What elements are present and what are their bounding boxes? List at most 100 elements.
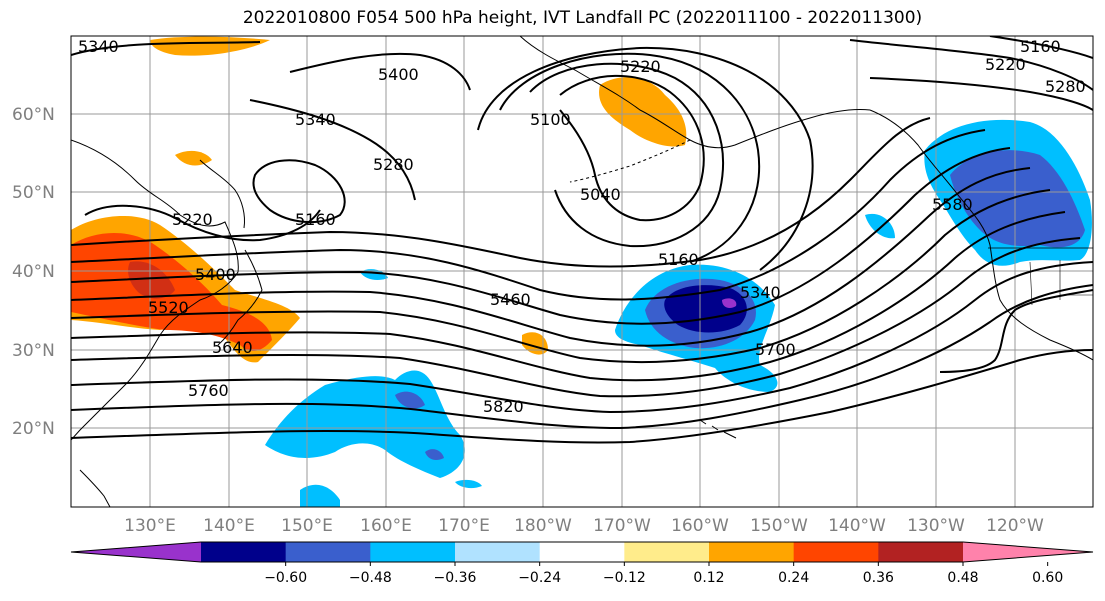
ivt-negative-patch-small-east — [455, 479, 482, 489]
ivt-negative-patch-south-small — [425, 449, 444, 460]
lon-label: 130°W — [907, 516, 965, 536]
lon-label: 150°E — [281, 516, 333, 536]
coastline-north-america — [869, 109, 1093, 361]
colorbar-tick-label: 0.12 — [693, 570, 724, 586]
contour-line-1 — [71, 41, 261, 56]
colorbar-tick-label: −0.24 — [518, 570, 561, 586]
colorbar-segment — [455, 542, 541, 562]
contour-line-20 — [849, 39, 1093, 91]
latitude-labels: 60°N 50°N 40°N 30°N 20°N — [12, 105, 55, 439]
colorbar-tick-label: 0.36 — [863, 570, 894, 586]
contour-line-4 — [84, 204, 321, 242]
lon-label: 150°W — [750, 516, 808, 536]
colorbar-outline — [70, 541, 1094, 563]
colorbar-segment — [285, 542, 371, 562]
ivt-negative-patch-south-bottom — [300, 484, 340, 507]
coastline-philippines — [79, 469, 111, 507]
longitude-labels: 130°E 140°E 150°E 160°E 170°E 180°W 170°… — [124, 516, 1044, 536]
contour-label: 5640 — [212, 338, 253, 357]
map-title: 2022010800 F054 500 hPa height, IVT Land… — [242, 8, 923, 28]
ivt-positive-patch-north — [150, 36, 270, 56]
contour-line-8 — [499, 52, 761, 263]
contour-label: 5460 — [490, 290, 531, 309]
colorbar-tick-label: 0.48 — [947, 570, 978, 586]
contour-label: 5160 — [295, 210, 336, 229]
contour-label: 5280 — [1045, 77, 1086, 96]
lon-label: 120°W — [986, 516, 1044, 536]
contour-label: 5580 — [932, 195, 973, 214]
colorbar-extend-min — [71, 542, 201, 562]
contour-line-5 — [252, 159, 346, 224]
colorbar-segment — [201, 542, 287, 562]
lon-label: 180°W — [514, 516, 572, 536]
colorbar — [70, 541, 1094, 563]
lon-label: 160°E — [360, 516, 412, 536]
coastline-kamchatka — [199, 159, 245, 229]
contour-line-2 — [289, 52, 471, 91]
ivt-positive-patch-kamchatka — [175, 150, 212, 166]
ivt-negative-patch-gulf — [865, 213, 895, 239]
ivt-negative-mid-north-america — [950, 150, 1085, 248]
contour-label: 5520 — [148, 298, 189, 317]
contour-line-12 — [71, 147, 1011, 325]
contour-line-6 — [559, 74, 705, 222]
colorbar-tick-label: −0.12 — [603, 570, 646, 586]
contour-line-17 — [71, 261, 1093, 414]
lat-label: 30°N — [12, 341, 55, 361]
contour-label: 5220 — [172, 210, 213, 229]
lat-label: 50°N — [12, 183, 55, 203]
colorbar-tick-label: 0.60 — [1032, 570, 1063, 586]
contour-line-11 — [71, 129, 986, 301]
colorbar-segment — [539, 542, 625, 562]
graticule — [71, 36, 1093, 507]
coastline-aleutians — [569, 139, 691, 183]
contour-line-16 — [71, 237, 1081, 398]
lat-label: 60°N — [12, 105, 55, 125]
lon-label: 140°E — [203, 516, 255, 536]
ivt-shading — [71, 36, 1092, 507]
contour-label: 5340 — [740, 283, 781, 302]
contour-label: 5340 — [78, 37, 119, 56]
contour-label: 5220 — [620, 57, 661, 76]
colorbar-segment — [370, 542, 456, 562]
contour-label: 5340 — [295, 110, 336, 129]
contour-label: 5760 — [188, 381, 229, 400]
coastline-asia — [71, 139, 239, 441]
colorbar-extend-max — [963, 542, 1093, 562]
lon-label: 140°W — [828, 516, 886, 536]
colorbar-tick-label: −0.48 — [349, 570, 392, 586]
map-panel: 5340 5400 5220 5160 5100 5040 5220 5160 … — [71, 36, 1093, 507]
lat-label: 40°N — [12, 262, 55, 282]
lat-label: 20°N — [12, 419, 55, 439]
contour-line-3 — [249, 99, 416, 201]
colorbar-segment — [878, 542, 964, 562]
contour-line-9 — [477, 46, 814, 271]
lon-label: 160°W — [671, 516, 729, 536]
contour-label: 5040 — [580, 185, 621, 204]
colorbar-tick-label: 0.24 — [778, 570, 809, 586]
contour-line-18 — [71, 284, 1093, 430]
contour-line-22 — [869, 77, 1093, 111]
contour-line-21 — [989, 36, 1093, 59]
contour-label: 5820 — [483, 397, 524, 416]
contour-line-13 — [71, 167, 1031, 347]
colorbar-tick-label: −0.60 — [264, 570, 307, 586]
contour-line-23 — [939, 289, 1093, 373]
height-contours — [71, 36, 1093, 444]
ivt-negative-patch-south-mid — [395, 391, 425, 409]
colorbar-segment — [709, 542, 795, 562]
contour-label: 5400 — [378, 65, 419, 84]
map-frame — [70, 35, 1094, 508]
coastlines — [71, 36, 1093, 507]
contour-line-15 — [71, 211, 1066, 382]
contour-labels: 5340 5400 5220 5160 5100 5040 5220 5160 … — [78, 37, 1086, 416]
contour-label: 5160 — [658, 250, 699, 269]
lon-label: 170°E — [438, 516, 490, 536]
colorbar-ticks: −0.60 −0.48 −0.36 −0.24 −0.12 0.12 0.24 0.36 0.4… — [264, 562, 1063, 586]
contour-line-7 — [529, 62, 724, 248]
contour-label: 5400 — [195, 265, 236, 284]
contour-label: 5280 — [373, 155, 414, 174]
contour-line-14 — [71, 189, 1051, 364]
contour-label: 5100 — [530, 110, 571, 129]
